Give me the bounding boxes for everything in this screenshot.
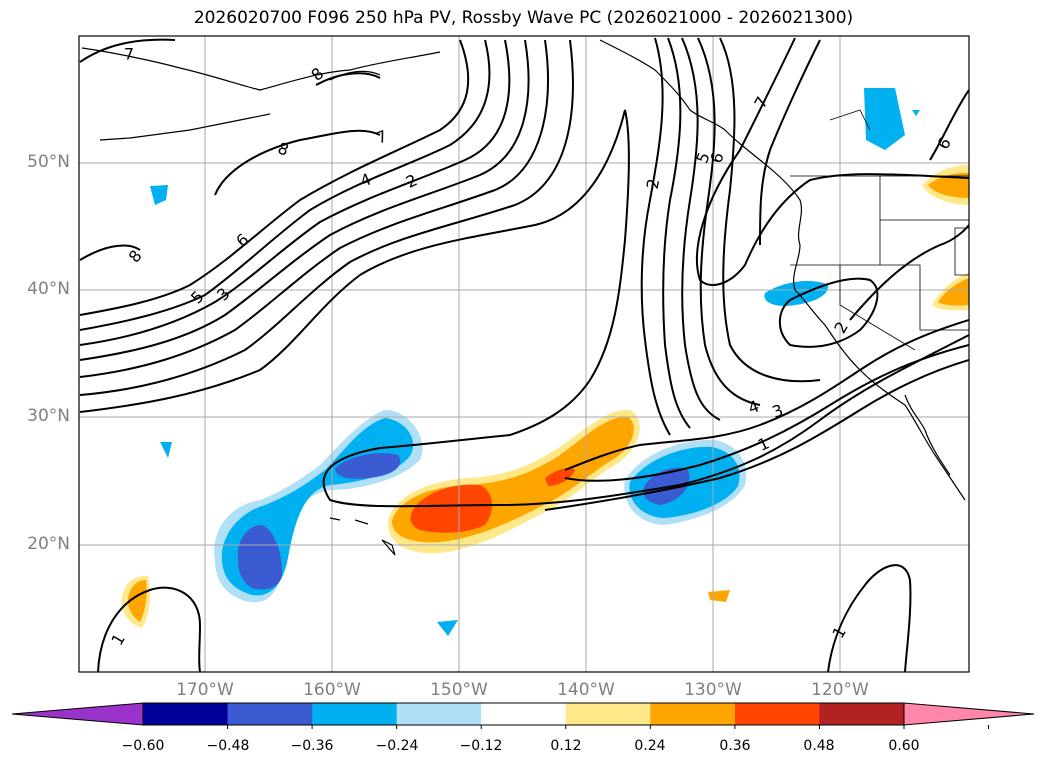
colorbar-cell: [227, 703, 313, 725]
lat-label: 40°N: [27, 279, 70, 299]
contour-label: 3: [770, 400, 786, 421]
lat-label: 30°N: [27, 406, 70, 426]
positive-anomaly-small: [127, 580, 147, 622]
contour-label: 8: [275, 138, 291, 159]
contour-label: 4: [746, 396, 762, 417]
colorbar-cell: [565, 703, 651, 725]
rossby-wave-shading: [121, 88, 969, 636]
positive-anomaly-core: [545, 467, 575, 486]
colorbar-tick-label: −0.36: [290, 738, 334, 754]
negative-anomaly-core: [237, 525, 283, 590]
colorbar-cell: [143, 703, 229, 725]
negative-anomaly-core: [335, 453, 401, 479]
colorbar-cell: [734, 703, 820, 725]
colorbar-max-extension: [903, 702, 1035, 726]
negative-anomaly-small: [160, 442, 172, 458]
lon-label: 160°W: [303, 680, 361, 700]
colorbar-tick-label: 0.36: [719, 738, 751, 754]
map-frame: [78, 35, 970, 673]
map-title: 2026020700 F096 250 hPa PV, Rossby Wave …: [193, 8, 854, 28]
contour-label: 2: [403, 170, 420, 192]
contour-label: 2: [830, 318, 852, 336]
colorbar-outline: [142, 702, 905, 726]
positive-anomaly-small: [708, 590, 730, 602]
colorbar-tick-label: −0.60: [121, 738, 165, 754]
lon-label: 170°W: [176, 680, 234, 700]
pv-contours: [79, 37, 969, 672]
negative-anomaly-small: [912, 110, 920, 116]
lon-label: 150°W: [430, 680, 488, 700]
positive-anomaly-core: [410, 484, 492, 533]
graticule: [79, 36, 969, 672]
contour-label: 1: [828, 623, 850, 641]
colorbar: [11, 702, 1035, 729]
contour-label: 1: [755, 433, 772, 455]
positive-anomaly-small: [938, 278, 969, 306]
colorbar-tick-label: −0.12: [459, 738, 503, 754]
colorbar-tick-label: −0.48: [206, 738, 250, 754]
negative-anomaly-small: [437, 620, 458, 636]
lat-label: 20°N: [27, 534, 70, 554]
colorbar-min-extension: [11, 702, 144, 726]
negative-anomaly-small: [764, 281, 829, 306]
colorbar-cell: [650, 703, 736, 725]
contour-label: 2: [643, 177, 663, 190]
contour-label: 7: [750, 93, 772, 111]
coastlines: [81, 39, 966, 556]
state-borders: [790, 109, 969, 351]
colorbar-tick-label: 0.60: [888, 738, 920, 754]
colorbar-cell: [396, 703, 482, 725]
lon-label: 140°W: [557, 680, 615, 700]
positive-anomaly-small: [928, 172, 969, 198]
negative-anomaly-small: [150, 185, 168, 205]
contour-label: 7: [124, 45, 134, 64]
lon-label: 120°W: [811, 680, 869, 700]
contour-label: 8: [125, 246, 146, 266]
colorbar-tick-label: 0.24: [634, 738, 666, 754]
colorbar-cell: [312, 703, 398, 725]
colorbar-tick-label: 0.48: [803, 738, 835, 754]
colorbar-cell: [819, 703, 905, 725]
colorbar-tick-label: 0.12: [550, 738, 582, 754]
contour-label: 1: [107, 630, 129, 648]
colorbar-cell: [481, 703, 567, 725]
negative-anomaly-small: [864, 88, 905, 150]
lon-label: 130°W: [684, 680, 742, 700]
lat-label: 50°N: [27, 152, 70, 172]
colorbar-tick-label: −0.24: [375, 738, 419, 754]
contour-label: 7: [374, 126, 390, 147]
